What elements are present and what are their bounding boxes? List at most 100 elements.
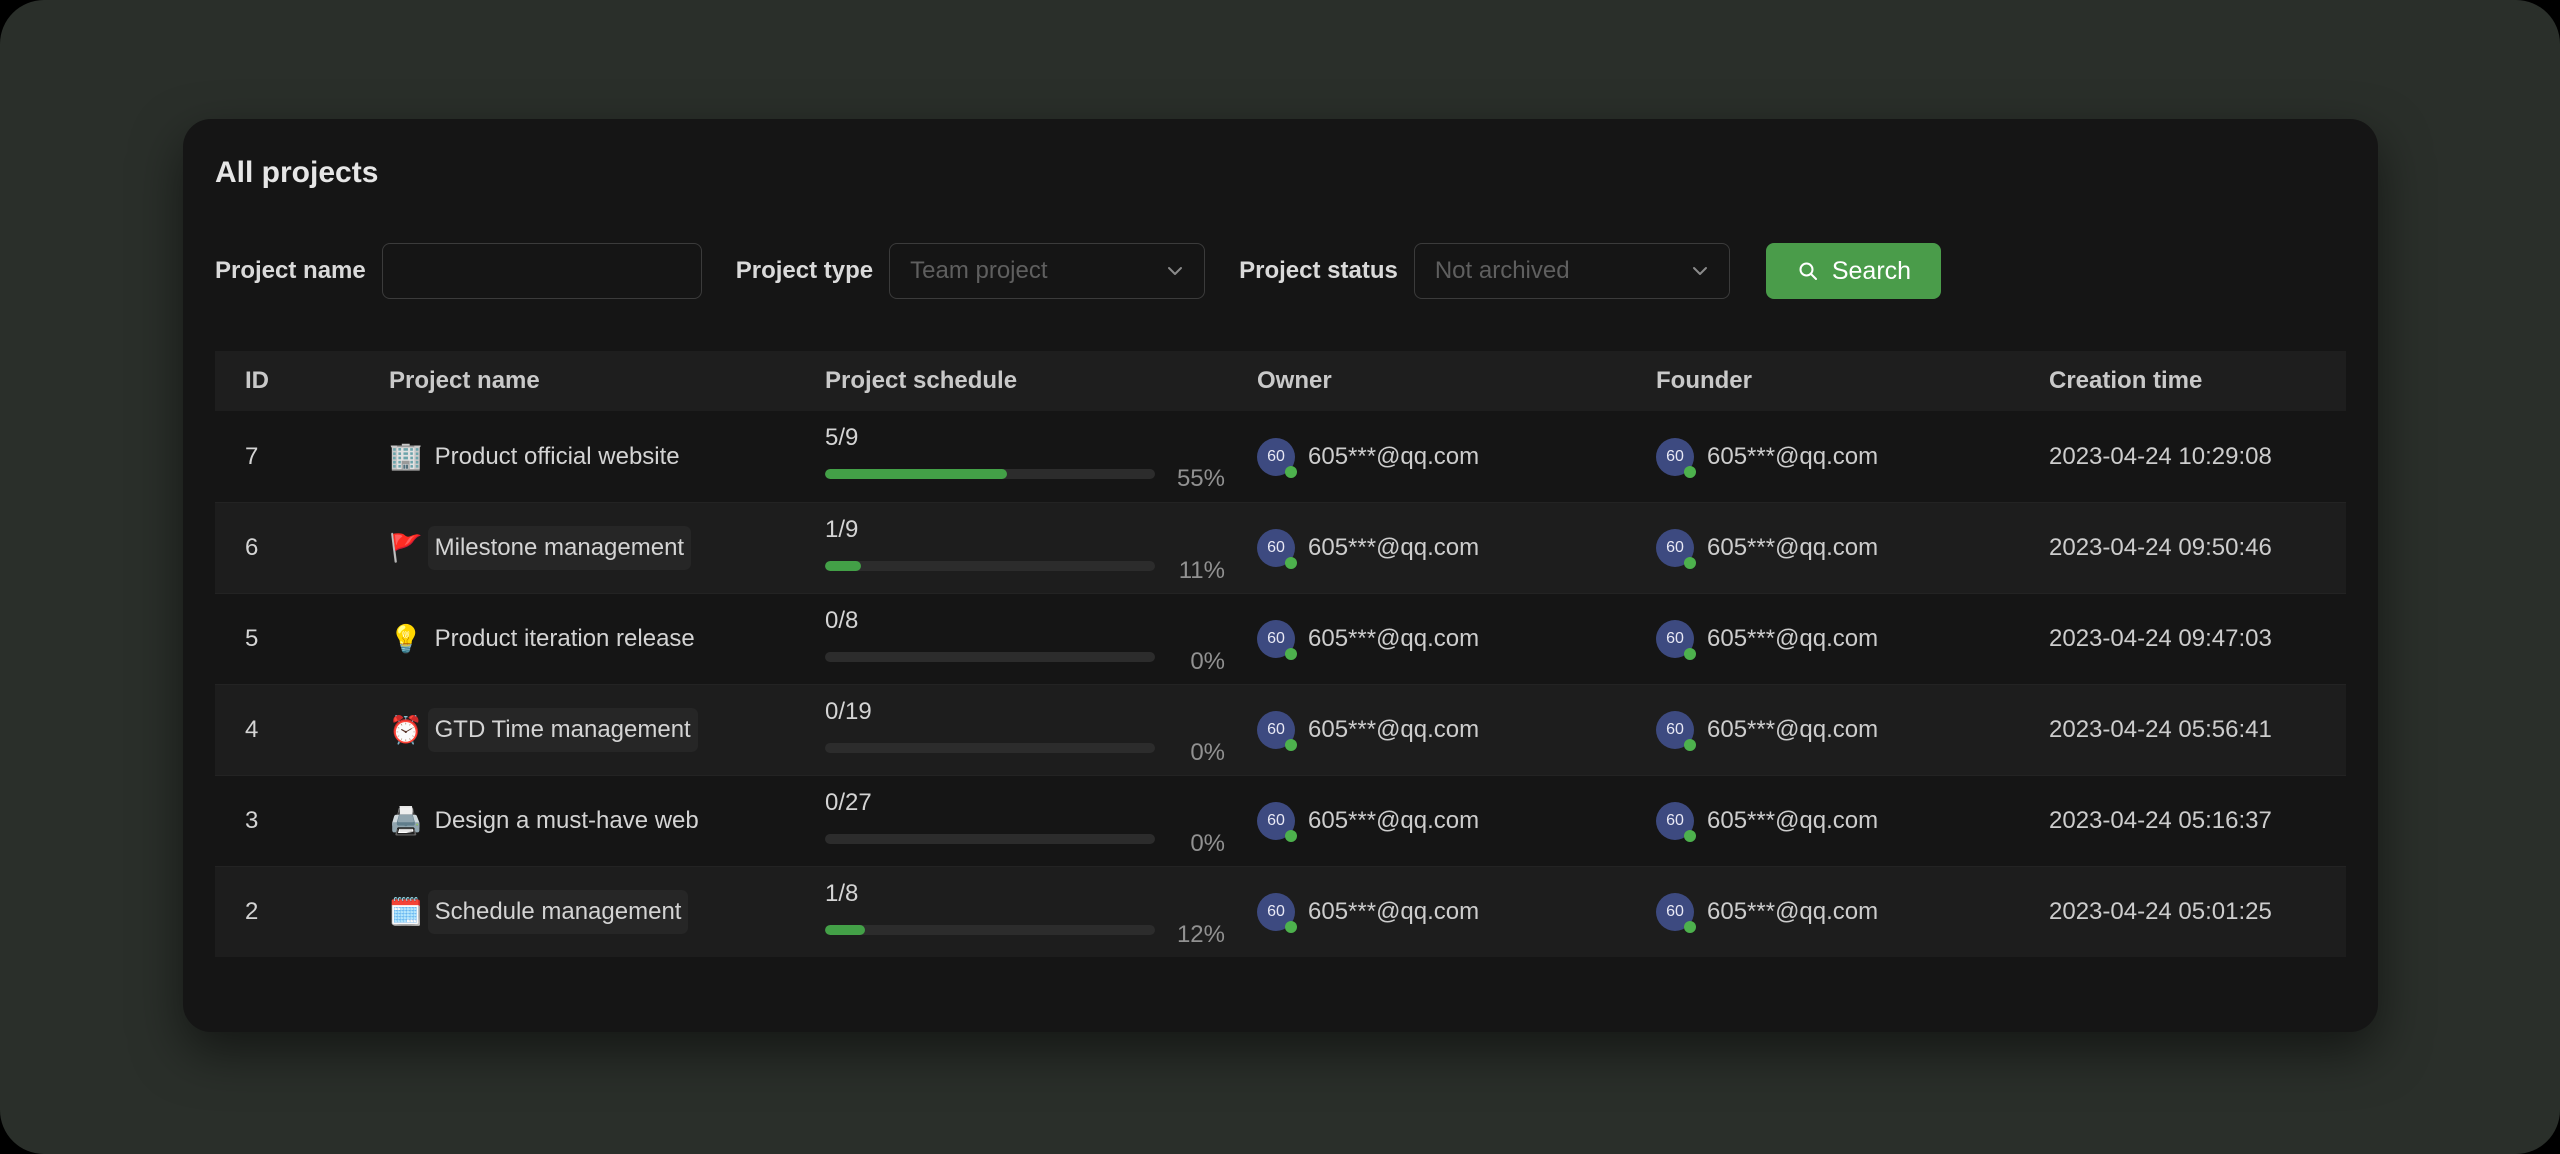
project-schedule-cell: 1/9 11% — [795, 515, 1227, 584]
project-name-text[interactable]: GTD Time management — [434, 715, 691, 745]
project-name-cell[interactable]: 💡 Product iteration release — [359, 624, 795, 654]
project-schedule-cell: 0/27 0% — [795, 788, 1227, 857]
schedule-fraction: 0/8 — [825, 606, 859, 634]
creation-time: 2023-04-24 09:47:03 — [2049, 625, 2272, 652]
project-name-text[interactable]: Schedule management — [434, 897, 682, 927]
owner-cell: 60 605***@qq.com — [1227, 529, 1626, 569]
owner-email: 605***@qq.com — [1308, 807, 1480, 834]
online-status-dot — [1285, 648, 1297, 660]
project-name-cell[interactable]: ⏰ GTD Time management — [359, 715, 795, 745]
progress-fill — [825, 469, 1007, 479]
table-row[interactable]: 4 ⏰ GTD Time management 0/19 0% 60 605**… — [215, 684, 2346, 775]
progress-bar-row: 55% — [825, 460, 1227, 492]
online-status-dot — [1285, 465, 1297, 478]
founder-cell: 60 605***@qq.com — [1626, 620, 2019, 660]
alarm-clock-icon: ⏰ — [389, 714, 423, 745]
owner-email: 605***@qq.com — [1308, 898, 1480, 925]
table-header: ID Project name Project schedule Owner F… — [215, 351, 2346, 411]
owner-email: 605***@qq.com — [1308, 625, 1480, 652]
table-row[interactable]: 3 🖨️ Design a must-have web 0/27 0% 60 6… — [215, 775, 2346, 866]
online-status-dot — [1285, 830, 1297, 842]
project-name-text[interactable]: Product iteration release — [434, 625, 695, 652]
progress-percent: 0% — [1190, 647, 1225, 675]
project-schedule-cell: 5/9 55% — [795, 425, 1227, 492]
owner-avatar: 60 — [1257, 437, 1297, 478]
avatar-initials: 60 — [1257, 802, 1295, 840]
project-type-select[interactable]: Team project — [889, 243, 1206, 299]
filter-bar: Project name Project type Team project P… — [215, 243, 2346, 299]
progress-track — [825, 560, 1155, 571]
project-name-label: Project name — [215, 257, 366, 284]
progress-track — [825, 469, 1155, 479]
founder-avatar: 60 — [1656, 620, 1696, 660]
project-id: 5 — [245, 625, 259, 652]
progress-track — [825, 833, 1155, 844]
owner-avatar: 60 — [1257, 529, 1297, 569]
online-status-dot — [1285, 921, 1297, 933]
project-name-text[interactable]: Design a must-have web — [434, 807, 699, 834]
flag-icon: 🚩 — [389, 532, 423, 563]
progress-bar-row: 12% — [825, 916, 1227, 948]
project-name-text[interactable]: Product official website — [434, 442, 680, 470]
online-status-dot — [1684, 557, 1696, 569]
founder-cell: 60 605***@qq.com — [1626, 711, 2019, 751]
founder-email: 605***@qq.com — [1707, 442, 1879, 470]
schedule-fraction: 0/27 — [825, 788, 872, 816]
founder-avatar: 60 — [1656, 802, 1696, 842]
online-status-dot — [1285, 739, 1297, 751]
page-title: All projects — [215, 156, 379, 189]
creation-time: 2023-04-24 05:16:37 — [2049, 807, 2272, 834]
project-type-label: Project type — [735, 257, 874, 284]
office-building-icon: 🏢 — [389, 441, 423, 471]
avatar-initials: 60 — [1656, 802, 1694, 840]
project-id: 4 — [245, 716, 259, 743]
table-row[interactable]: 6 🚩 Milestone management 1/9 11% 60 605*… — [215, 502, 2346, 593]
progress-bar-row: 0% — [825, 734, 1227, 766]
creation-time: 2023-04-24 05:56:41 — [2049, 716, 2272, 743]
owner-email: 605***@qq.com — [1308, 716, 1480, 743]
project-name-cell[interactable]: 🗓️ Schedule management — [359, 897, 795, 927]
project-status-filter-group: Project status Not archived — [1239, 243, 1730, 299]
project-id: 3 — [245, 807, 259, 834]
table-row[interactable]: 2 🗓️ Schedule management 1/8 12% 60 605*… — [215, 866, 2346, 957]
progress-track — [825, 742, 1155, 753]
project-name-cell[interactable]: 🏢 Product official website — [359, 442, 795, 472]
founder-avatar: 60 — [1656, 437, 1696, 478]
chevron-down-icon — [1691, 262, 1709, 280]
search-button[interactable]: Search — [1765, 243, 1942, 299]
project-name-cell[interactable]: 🖨️ Design a must-have web — [359, 806, 795, 836]
owner-email: 605***@qq.com — [1308, 442, 1480, 470]
table-row[interactable]: 5 💡 Product iteration release 0/8 0% 60 … — [215, 593, 2346, 684]
owner-avatar: 60 — [1257, 711, 1297, 751]
owner-cell: 60 605***@qq.com — [1227, 802, 1626, 842]
online-status-dot — [1684, 739, 1696, 751]
owner-avatar: 60 — [1257, 620, 1297, 660]
project-name-input[interactable] — [381, 243, 702, 299]
project-name-text[interactable]: Milestone management — [434, 533, 685, 563]
progress-percent: 55% — [1176, 465, 1225, 492]
column-header-project-schedule: Project schedule — [825, 367, 1018, 394]
progress-track — [825, 651, 1155, 662]
owner-cell: 60 605***@qq.com — [1227, 711, 1626, 751]
progress-percent: 12% — [1176, 920, 1225, 948]
project-name-cell[interactable]: 🚩 Milestone management — [359, 533, 795, 563]
founder-avatar: 60 — [1656, 529, 1696, 569]
project-schedule-cell: 0/8 0% — [795, 606, 1227, 675]
schedule-fraction: 1/9 — [825, 515, 859, 543]
project-status-value: Not archived — [1434, 257, 1570, 284]
progress-percent: 11% — [1178, 556, 1225, 584]
projects-table: ID Project name Project schedule Owner F… — [215, 351, 2346, 957]
founder-email: 605***@qq.com — [1707, 625, 1879, 652]
creation-time: 2023-04-24 05:01:25 — [2049, 898, 2272, 925]
progress-percent: 0% — [1190, 829, 1225, 857]
search-icon — [1796, 259, 1820, 283]
creation-time: 2023-04-24 09:50:46 — [2049, 534, 2272, 561]
online-status-dot — [1684, 465, 1696, 478]
founder-avatar: 60 — [1656, 893, 1696, 933]
progress-bar-row: 11% — [825, 552, 1227, 584]
table-row[interactable]: 7 🏢 Product official website 5/9 55% 60 … — [215, 411, 2346, 502]
project-name-filter-group: Project name — [215, 243, 702, 299]
calendar-icon: 🗓️ — [389, 896, 423, 927]
project-status-select[interactable]: Not archived — [1413, 243, 1730, 299]
